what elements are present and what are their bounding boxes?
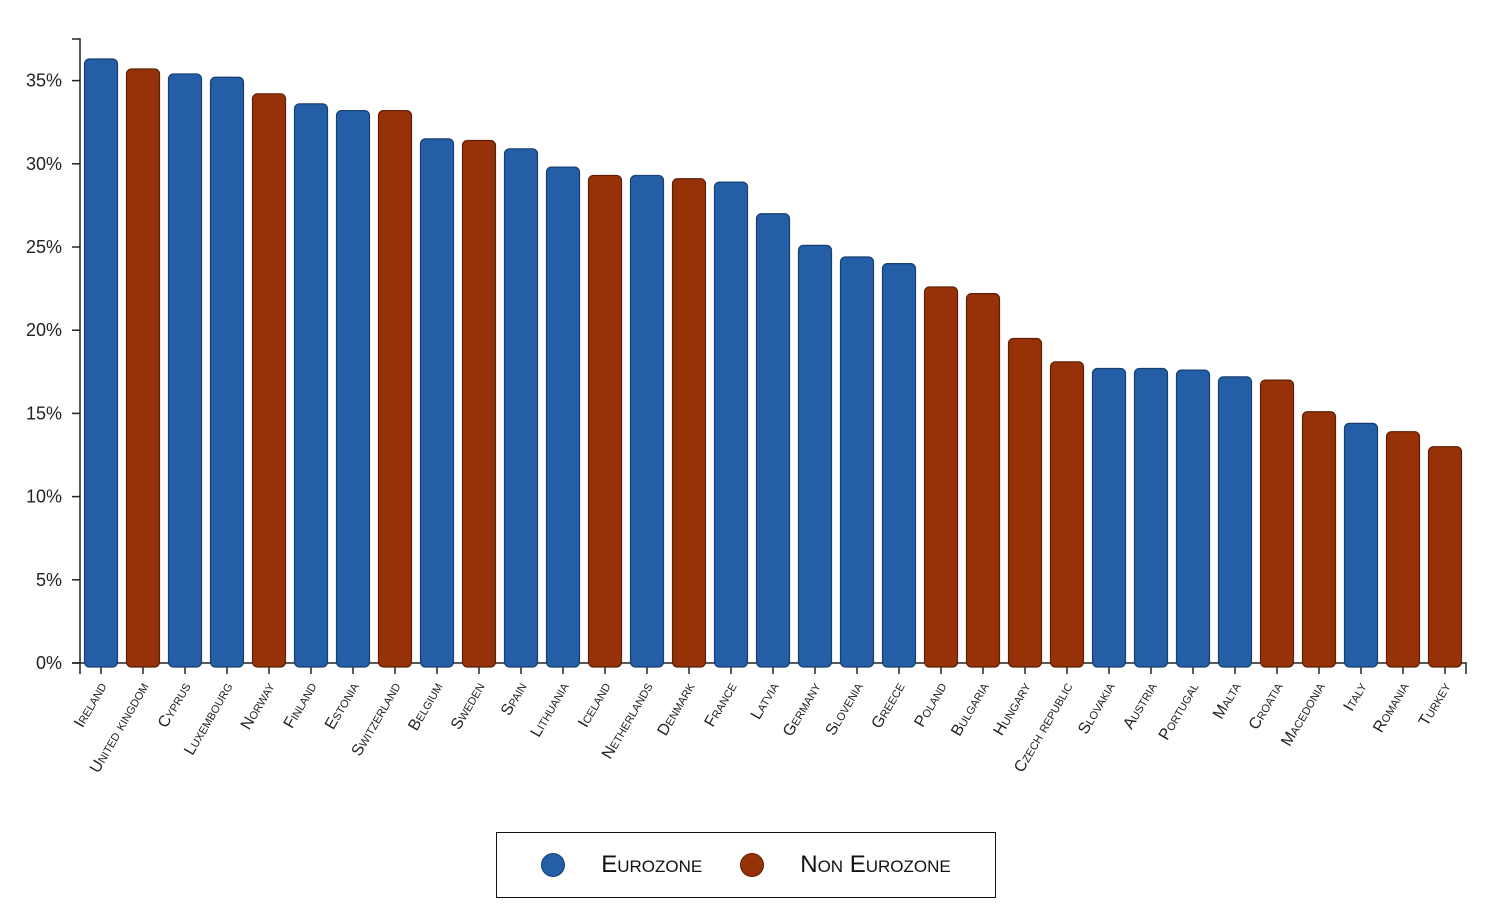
x-tick-label-slovenia: Slovenia	[823, 679, 867, 739]
bar-cyprus	[167, 73, 203, 668]
bar-denmark	[671, 178, 707, 668]
x-tick-label-spain: Spain	[498, 679, 531, 718]
bar-croatia	[1259, 379, 1295, 668]
y-axis-line	[72, 38, 81, 664]
y-tick-label: 15%	[26, 403, 62, 423]
x-tick-label-greece: Greece	[869, 680, 909, 732]
x-tick-label-cyprus: Cyprus	[155, 680, 194, 731]
bar-lithuania	[545, 166, 581, 668]
bar-slovakia	[1091, 367, 1127, 668]
bar-spain	[503, 148, 539, 668]
y-tick-label: 10%	[26, 487, 62, 507]
x-tick-label-france: France	[702, 680, 741, 730]
x-tick-label-bulgaria: Bulgaria	[948, 679, 993, 739]
bar-united-kingdom	[125, 68, 161, 668]
y-tick-label: 0%	[36, 653, 62, 673]
x-tick-label-croatia: Croatia	[1246, 679, 1287, 733]
bar-finland	[293, 103, 329, 668]
legend-label-non-eurozone: Non Eurozone	[800, 851, 951, 878]
bar-slovenia	[839, 256, 875, 668]
bar-france	[713, 181, 749, 668]
bar-macedonia	[1301, 411, 1337, 668]
y-tick-label: 20%	[26, 320, 62, 340]
x-tick-label-romania: Romania	[1370, 679, 1413, 736]
bar-iceland	[587, 174, 623, 668]
x-tick-label-norway: Norway	[238, 679, 279, 733]
x-tick-label-portugal: Portugal	[1156, 680, 1203, 744]
bar-malta	[1217, 376, 1253, 668]
x-tick-label-poland: Poland	[911, 679, 950, 730]
legend-item-non-eurozone: Non Eurozone	[740, 851, 951, 879]
x-tick-label-malta: Malta	[1210, 679, 1245, 722]
x-tick-label-turkey: Turkey	[1416, 679, 1455, 729]
bar-bulgaria	[965, 292, 1001, 668]
bar-luxembourg	[209, 76, 245, 668]
bar-ireland	[83, 58, 119, 668]
bar-switzerland	[377, 109, 413, 668]
x-tick-label-hungary: Hungary	[991, 679, 1035, 739]
bar-estonia	[335, 109, 371, 668]
eurozone-swatch-icon	[541, 853, 566, 877]
legend-label-eurozone: Eurozone	[601, 851, 703, 878]
legend-item-eurozone: Eurozone	[541, 851, 702, 879]
x-tick-label-germany: Germany	[780, 679, 825, 740]
x-tick-label-slovakia: Slovakia	[1075, 679, 1119, 737]
bar-austria	[1133, 367, 1169, 668]
x-tick-label-finland: Finland	[281, 679, 321, 731]
x-tick-label-italy: Italy	[1341, 679, 1371, 714]
x-tick-label-latvia: Latvia	[748, 679, 783, 723]
y-tick-label: 35%	[26, 71, 62, 91]
x-tick-label-macedonia: Macedonia	[1278, 679, 1328, 749]
bar-germany	[797, 244, 833, 668]
bar-portugal	[1175, 369, 1211, 668]
non-eurozone-swatch-icon	[740, 853, 765, 877]
y-tick-label: 25%	[26, 237, 62, 257]
x-tick-label-lithuania: Lithuania	[528, 679, 573, 740]
x-tick-label-austria: Austria	[1120, 679, 1161, 732]
bar-latvia	[755, 213, 791, 668]
bar-norway	[251, 93, 287, 668]
bar-hungary	[1007, 337, 1043, 668]
bar-poland	[923, 286, 959, 668]
x-tick-label-belgium: Belgium	[405, 680, 446, 734]
y-tick-label: 5%	[36, 570, 62, 590]
x-tick-label-denmark: Denmark	[654, 679, 698, 739]
legend: Eurozone Non Eurozone	[496, 832, 996, 898]
x-tick-label-sweden: Sweden	[448, 679, 489, 732]
bar-czech-republic	[1049, 361, 1085, 668]
bars	[83, 58, 1463, 668]
x-tick-label-iceland: Iceland	[575, 679, 614, 730]
bar-sweden	[461, 139, 497, 668]
bar-italy	[1343, 422, 1379, 668]
x-tick-label-estonia: Estonia	[322, 679, 363, 733]
bar-greece	[881, 263, 917, 668]
bar-turkey	[1427, 446, 1463, 668]
bar-netherlands	[629, 174, 665, 668]
bar-romania	[1385, 431, 1421, 668]
x-tick-label-ireland: Ireland	[71, 679, 110, 730]
bar-belgium	[419, 138, 455, 668]
y-axis: 0% 5% 10% 15% 20% 25% 30% 35%	[26, 38, 81, 673]
y-tick-label: 30%	[26, 154, 62, 174]
